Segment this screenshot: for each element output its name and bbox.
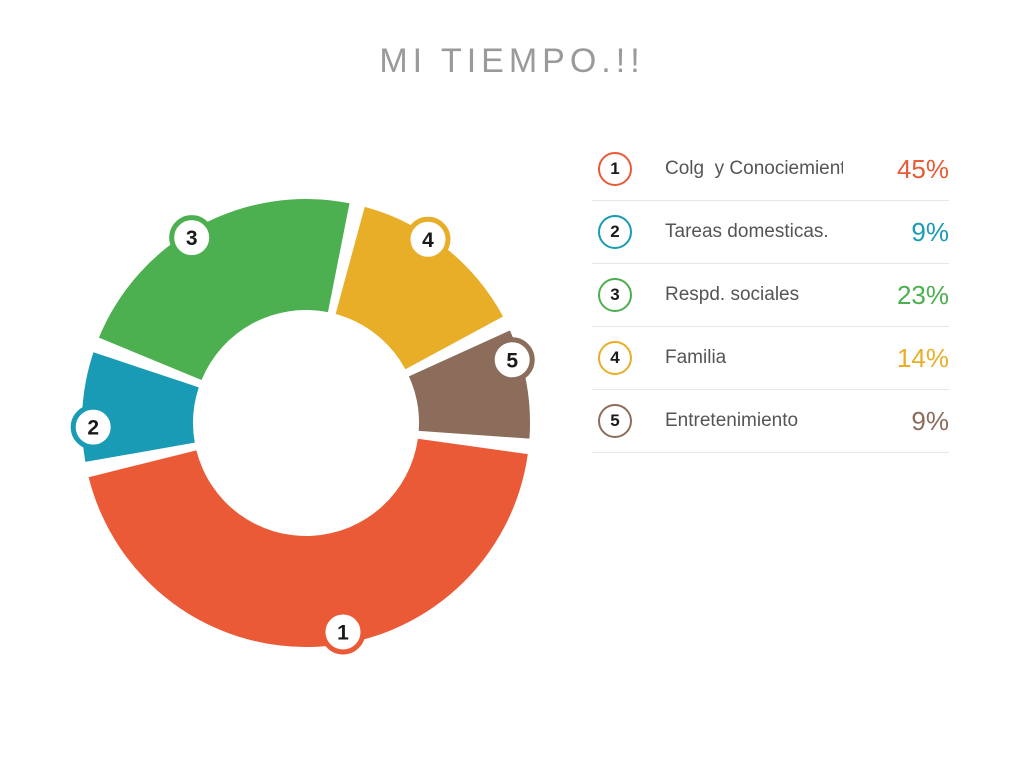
svg-text:5: 5	[506, 349, 518, 372]
svg-text:4: 4	[422, 229, 434, 252]
svg-text:2: 2	[87, 417, 99, 440]
svg-text:3: 3	[186, 227, 198, 250]
svg-text:1: 1	[337, 622, 349, 645]
